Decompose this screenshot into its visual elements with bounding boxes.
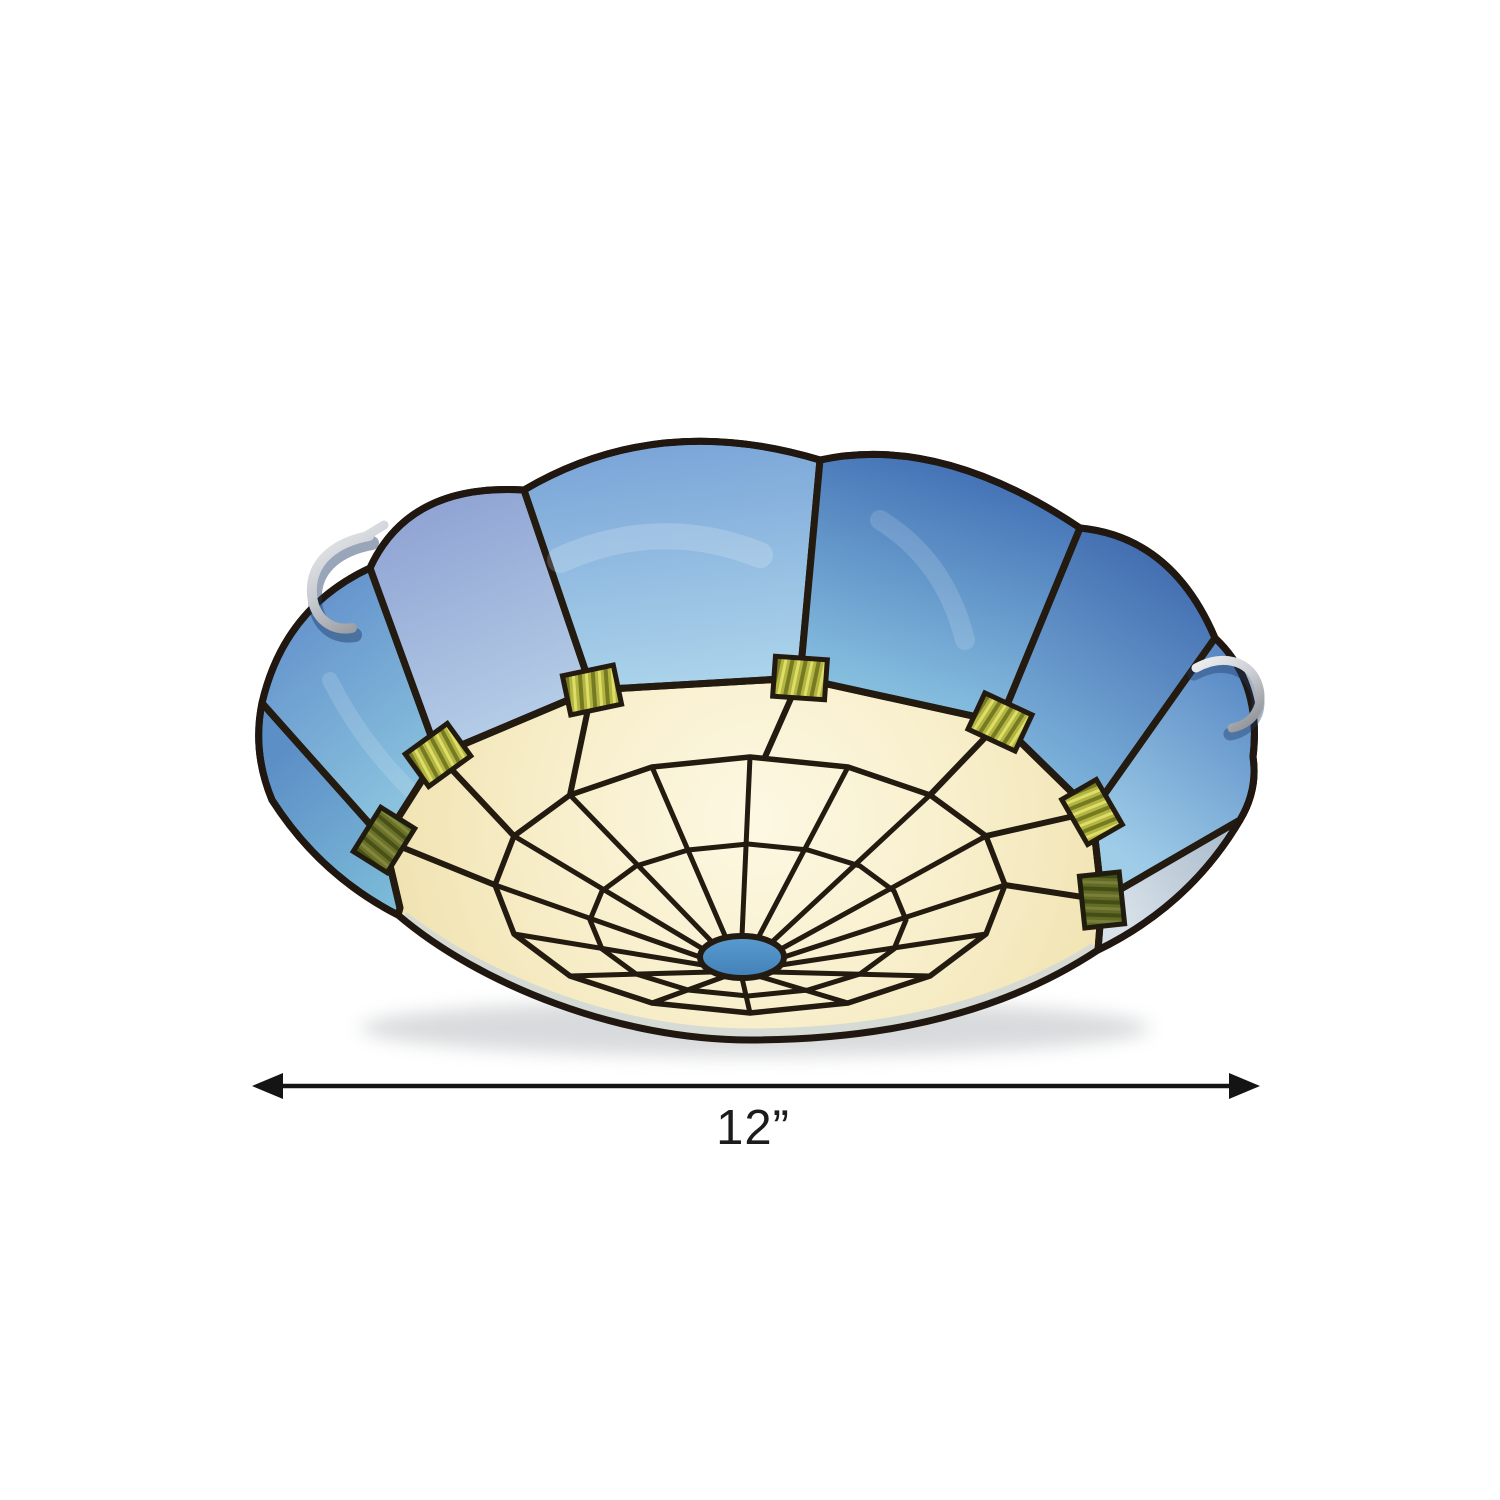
mounting-hook-right [1187, 656, 1265, 741]
fan-seam [769, 969, 933, 979]
glass-tile [559, 662, 625, 718]
hook-wire [306, 531, 374, 634]
fan-seam [778, 833, 989, 952]
marbling-streak [870, 510, 975, 650]
mounting-hook-left [306, 520, 389, 643]
fan-seam [492, 882, 703, 960]
fan-seam [769, 792, 933, 945]
glass-marbling-highlights [322, 510, 975, 798]
hook-wire [1191, 656, 1265, 733]
fan-inner-ring [587, 841, 909, 999]
dimension-arrowhead-right [1229, 1073, 1260, 1099]
glass-tile [1058, 776, 1126, 848]
glass-tile [349, 803, 419, 877]
dimension-arrowhead-left [252, 1073, 283, 1099]
fan-seam [781, 882, 1008, 960]
accent-tile-ring [349, 653, 1128, 931]
outer-shade-silhouette [255, 437, 1258, 1044]
fan-seam [511, 833, 706, 952]
glass-tile [769, 653, 831, 703]
fan-seam [778, 931, 989, 968]
marbling-streak [547, 523, 773, 573]
fan-seam [511, 931, 706, 968]
fan-seam [567, 792, 715, 945]
hook-tip [361, 520, 389, 541]
dimension-annotation: 12” [252, 1073, 1260, 1155]
fan-seam [755, 764, 851, 941]
marbling-streak [322, 672, 418, 798]
fan-seam [649, 764, 729, 941]
glass-tile [401, 720, 475, 790]
glass-tile [964, 689, 1036, 755]
glass-tile-shade [1079, 872, 1125, 928]
bottom-rim-band [401, 912, 1097, 1038]
glass-tile-shade [353, 807, 415, 873]
center-medallion [697, 933, 787, 981]
dimension-label: 12” [716, 1101, 790, 1155]
